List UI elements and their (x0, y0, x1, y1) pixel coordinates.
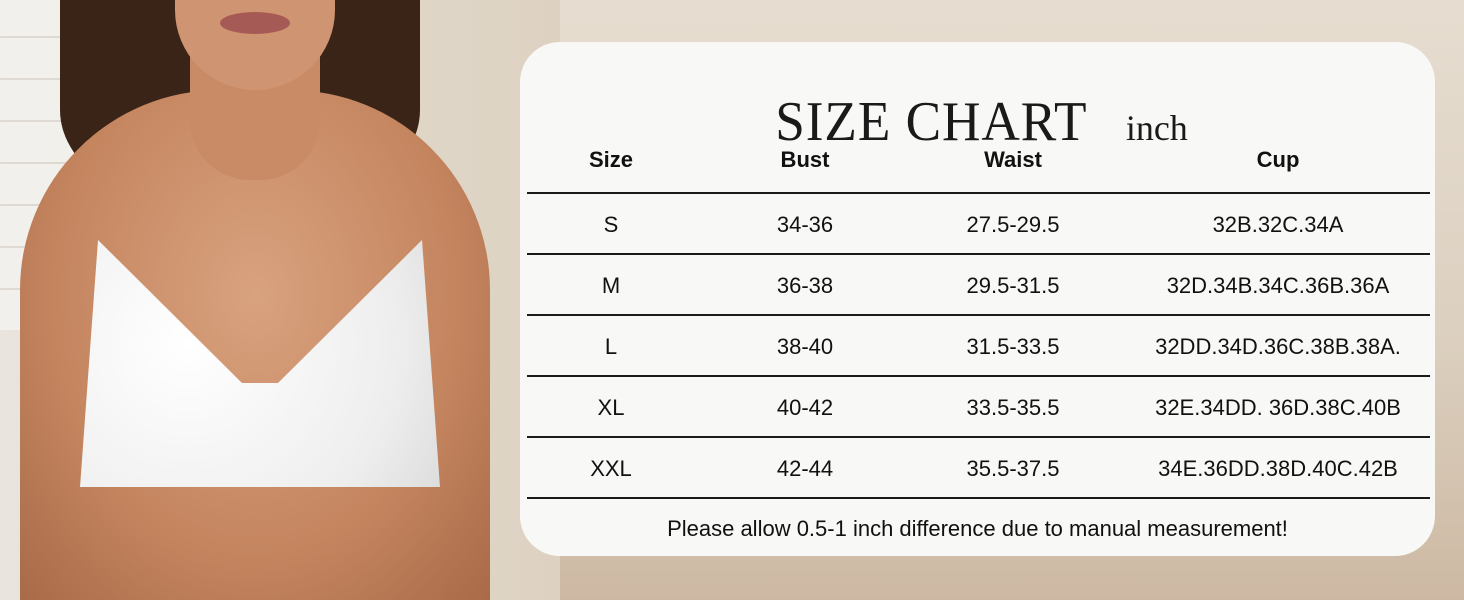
model-lips (220, 12, 290, 34)
row-divider (527, 314, 1430, 316)
cell-waist: 35.5-37.5 (966, 456, 1060, 481)
cell-size: M (601, 273, 621, 298)
row-divider (527, 192, 1430, 194)
cell-waist: 31.5-33.5 (966, 334, 1060, 359)
size-chart-card: SIZE CHART inch (520, 42, 1435, 556)
measurement-note: Please allow 0.5-1 inch difference due t… (667, 516, 1288, 541)
row-divider (527, 436, 1430, 438)
cell-bust: 36-38 (776, 273, 834, 298)
column-header-size: Size (588, 147, 634, 172)
cell-waist: 27.5-29.5 (966, 212, 1060, 237)
cell-waist: 29.5-31.5 (966, 273, 1060, 298)
cell-size: S (603, 212, 619, 237)
cell-bust: 42-44 (776, 456, 834, 481)
unit-label: inch (1125, 108, 1188, 148)
row-divider (527, 253, 1430, 255)
row-divider (527, 497, 1430, 499)
row-divider (527, 375, 1430, 377)
cell-waist: 33.5-35.5 (966, 395, 1060, 420)
cell-cup: 32DD.34D.36C.38B.38A. (1155, 334, 1401, 359)
column-header-cup: Cup (1256, 147, 1300, 172)
column-header-bust: Bust (780, 147, 830, 172)
size-chart-title: SIZE CHART inch (520, 90, 1435, 154)
cell-cup: 32B.32C.34A (1212, 212, 1344, 237)
cell-bust: 38-40 (776, 334, 834, 359)
cell-bust: 34-36 (776, 212, 834, 237)
product-photo (0, 0, 560, 600)
title-text: SIZE CHART (775, 91, 1088, 153)
cell-size: L (604, 334, 618, 359)
cell-cup: 32D.34B.34C.36B.36A (1166, 273, 1390, 298)
cell-bust: 40-42 (776, 395, 834, 420)
cell-size: XXL (590, 456, 632, 481)
cell-cup: 34E.36DD.38D.40C.42B (1158, 456, 1398, 481)
column-header-waist: Waist (984, 147, 1042, 172)
cell-cup: 32E.34DD. 36D.38C.40B (1155, 395, 1401, 420)
cell-size: XL (597, 395, 625, 420)
